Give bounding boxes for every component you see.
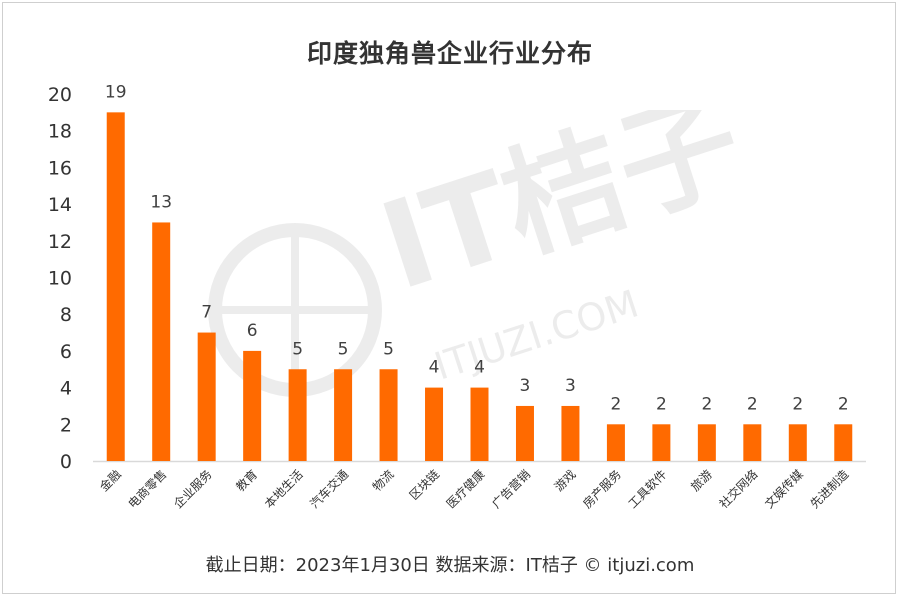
y-tick-label: 20 xyxy=(48,84,72,106)
x-tick-label: 电商零售 xyxy=(125,467,170,512)
bar xyxy=(788,424,807,461)
y-axis: 0 2 4 6 8 10 12 14 16 18 20 xyxy=(48,84,72,473)
y-tick-label: 8 xyxy=(60,304,72,326)
data-label: 5 xyxy=(383,339,394,359)
bar xyxy=(334,369,353,461)
bar xyxy=(561,405,580,461)
bar xyxy=(743,424,762,461)
x-tick-label: 社交网络 xyxy=(716,467,761,512)
data-label: 5 xyxy=(338,339,349,359)
y-tick-label: 6 xyxy=(60,341,72,363)
y-tick-label: 2 xyxy=(60,414,72,436)
data-label: 5 xyxy=(292,339,303,359)
bar xyxy=(652,424,671,461)
x-tick-label: 医疗健康 xyxy=(443,467,488,512)
data-label: 6 xyxy=(247,321,258,341)
data-label: 2 xyxy=(701,394,712,414)
x-tick-label: 文娱传媒 xyxy=(761,467,806,512)
data-label: 19 xyxy=(105,82,127,102)
data-label: 2 xyxy=(656,394,667,414)
y-tick-label: 10 xyxy=(48,268,72,290)
x-tick-label: 广告营销 xyxy=(489,467,533,511)
x-tick-label: 物流 xyxy=(370,467,397,494)
x-tick-label: 先进制造 xyxy=(808,467,852,511)
data-label: 4 xyxy=(474,358,485,378)
bars xyxy=(106,112,853,461)
x-tick-label: 企业服务 xyxy=(170,467,215,512)
x-tick-label: 汽车交通 xyxy=(307,467,352,512)
y-tick-label: 18 xyxy=(48,121,72,143)
bar xyxy=(515,405,534,461)
bar xyxy=(697,424,716,461)
x-tick-label: 工具软件 xyxy=(626,467,670,511)
bar xyxy=(425,387,444,461)
y-tick-label: 4 xyxy=(60,378,72,400)
x-tick-label: 区块链 xyxy=(406,467,442,503)
value-labels: 19 13 7 6 5 5 5 4 4 3 3 2 2 2 2 2 2 xyxy=(105,82,849,414)
y-tick-label: 0 xyxy=(60,451,72,473)
data-label: 2 xyxy=(792,394,803,414)
y-tick-label: 16 xyxy=(48,157,72,179)
chart-footer: 截止日期：2023年1月30日 数据来源：IT桔子 © itjuzi.com xyxy=(205,555,695,576)
data-label: 2 xyxy=(838,394,849,414)
x-tick-label: 教育 xyxy=(233,467,261,495)
data-label: 3 xyxy=(565,376,576,396)
data-label: 7 xyxy=(201,303,212,323)
data-label: 13 xyxy=(150,192,172,212)
bar xyxy=(152,222,171,461)
bar xyxy=(243,350,262,461)
data-label: 4 xyxy=(429,358,440,378)
data-label: 2 xyxy=(747,394,758,414)
data-label: 3 xyxy=(520,376,531,396)
x-tick-label: 本地生活 xyxy=(262,467,306,511)
bar xyxy=(288,369,307,461)
bar xyxy=(606,424,625,461)
bar xyxy=(379,369,398,461)
y-tick-label: 14 xyxy=(48,194,72,216)
chart-title: 印度独角兽企业行业分布 xyxy=(306,39,593,68)
bar xyxy=(834,424,853,461)
bar xyxy=(470,387,489,461)
data-label: 2 xyxy=(610,394,621,414)
y-tick-label: 12 xyxy=(48,231,72,253)
bar xyxy=(106,112,125,461)
x-tick-label: 房产服务 xyxy=(579,467,624,512)
x-tick-labels: 金融 电商零售 企业服务 教育 本地生活 汽车交通 物流 区块链 医疗健康 广告营销 游戏 房产服务工… xyxy=(96,467,851,512)
x-tick-label: 金融 xyxy=(96,467,124,495)
bar xyxy=(197,332,216,461)
x-tick-label: 游戏 xyxy=(552,467,579,494)
x-tick-label: 旅游 xyxy=(688,467,715,494)
